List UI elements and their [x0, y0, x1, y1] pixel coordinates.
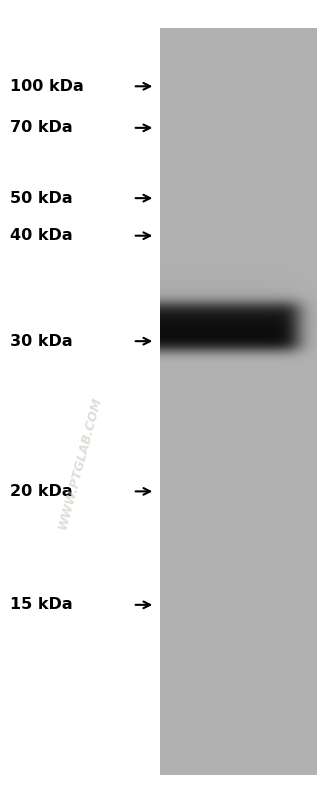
Text: 30 kDa: 30 kDa — [10, 334, 72, 348]
Text: 20 kDa: 20 kDa — [10, 484, 72, 499]
Text: 100 kDa: 100 kDa — [10, 79, 83, 93]
Text: 15 kDa: 15 kDa — [10, 598, 72, 612]
Text: 50 kDa: 50 kDa — [10, 191, 72, 205]
Text: 40 kDa: 40 kDa — [10, 229, 72, 243]
Text: 70 kDa: 70 kDa — [10, 121, 72, 135]
Text: WWW.PTGLAB.COM: WWW.PTGLAB.COM — [56, 396, 104, 531]
